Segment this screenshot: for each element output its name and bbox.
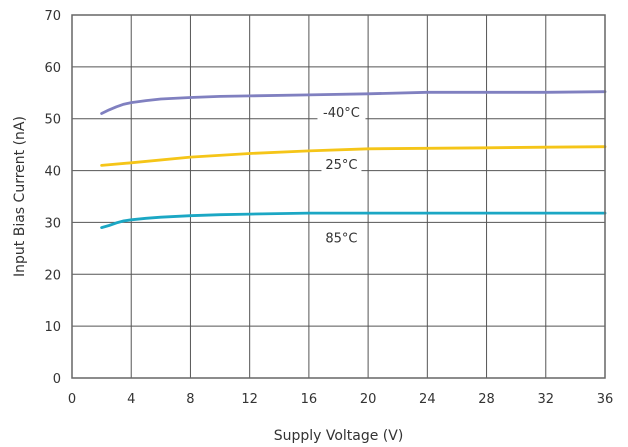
y-tick-label: 0: [53, 372, 61, 387]
plot-frame: [71, 14, 606, 379]
series-labels: -40°C 25°C 85°C: [317, 103, 366, 247]
x-tick-label: 16: [301, 392, 318, 407]
y-tick-labels: 0 10 20 30 40 50 60 70: [44, 9, 61, 387]
series-line-1: [100, 145, 607, 167]
series-group: [100, 90, 607, 230]
y-tick-label: 30: [44, 216, 61, 231]
series-label-1: 25°C: [325, 158, 357, 173]
x-tick-labels: 0 4 8 12 16 20 24 28 32 36: [68, 392, 613, 407]
y-tick-label: 40: [44, 165, 61, 180]
x-tick-label: 12: [241, 392, 258, 407]
x-tick-label: 8: [186, 392, 194, 407]
x-tick-label: 32: [538, 392, 555, 407]
y-tick-label: 10: [44, 320, 61, 335]
y-tick-label: 60: [44, 61, 61, 76]
x-tick-label: 4: [127, 392, 135, 407]
x-tick-label: 20: [360, 392, 377, 407]
series-line-0: [100, 90, 607, 115]
y-tick-label: 20: [44, 268, 61, 283]
y-tick-label: 50: [44, 113, 61, 128]
series-label-bg: [321, 228, 362, 247]
y-tick-label: 70: [44, 9, 61, 24]
series-label-0: -40°C: [323, 106, 360, 121]
x-tick-label: 28: [478, 392, 495, 407]
x-tick-label: 24: [419, 392, 436, 407]
y-axis-title: Input Bias Current (nA): [12, 116, 28, 277]
series-label-bg: [321, 154, 362, 173]
series-label-bg: [317, 103, 366, 122]
x-axis-title: Supply Voltage (V): [274, 428, 404, 444]
series-line-2: [100, 211, 607, 230]
series-label-2: 85°C: [325, 232, 357, 247]
x-tick-label: 0: [68, 392, 76, 407]
grid: [72, 15, 605, 378]
x-tick-label: 36: [597, 392, 614, 407]
